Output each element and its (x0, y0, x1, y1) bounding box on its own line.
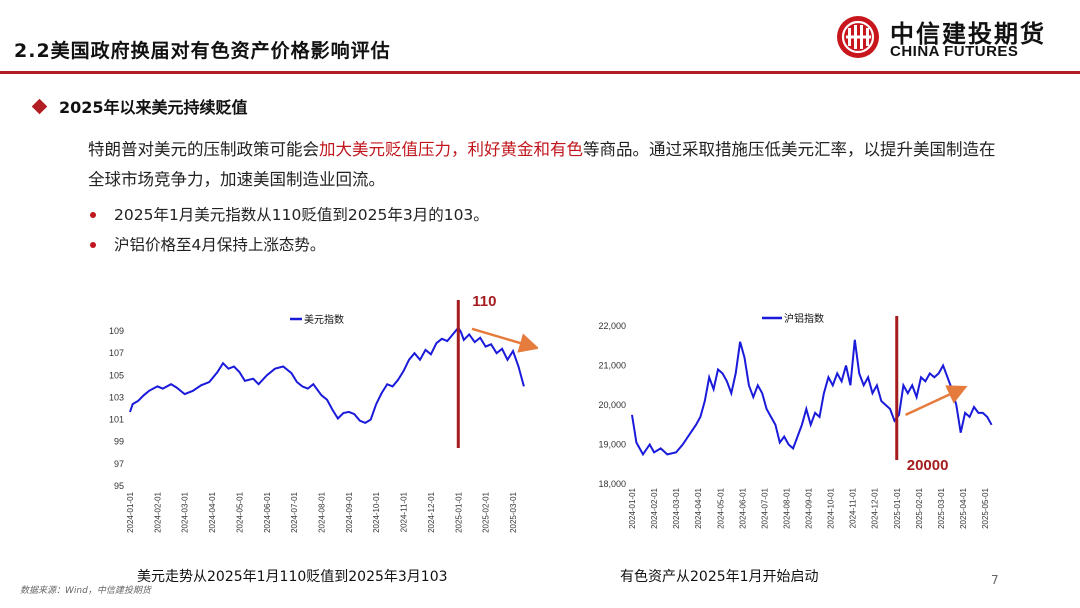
bullet-text: 沪铝价格至4月保持上涨态势。 (114, 230, 325, 260)
x-tick-label: 2025-01-01 (893, 487, 902, 528)
logo-name-en: CHINA FUTURES (890, 43, 1018, 60)
x-tick-label: 2024-03-01 (672, 487, 681, 528)
x-tick-label: 2024-09-01 (805, 487, 814, 528)
x-tick-label: 2024-12-01 (871, 487, 880, 528)
x-tick-label: 2024-08-01 (782, 487, 791, 528)
y-tick-label: 107 (109, 348, 124, 358)
x-tick-label: 2024-05-01 (235, 491, 244, 532)
x-tick-label: 2024-09-01 (345, 491, 354, 532)
x-tick-label: 2024-11-01 (400, 491, 409, 532)
intro-paragraph: 特朗普对美元的压制政策可能会加大美元贬值压力，利好黄金和有色等商品。通过采取措施… (88, 135, 998, 195)
diamond-bullet-icon (32, 98, 48, 114)
bullet-list: 2025年1月美元指数从110贬值到2025年3月的103。 沪铝价格至4月保持… (90, 200, 489, 260)
x-tick-label: 2024-07-01 (290, 491, 299, 532)
x-tick-label: 2024-01-01 (126, 491, 135, 532)
y-tick-label: 18,000 (598, 479, 626, 489)
page-number: 7 (991, 573, 999, 587)
chart-caption-right: 有色资产从2025年1月开始启动 (620, 566, 819, 586)
x-tick-label: 2024-06-01 (263, 491, 272, 532)
x-tick-label: 2025-04-01 (959, 487, 968, 528)
y-tick-label: 105 (109, 370, 124, 380)
x-tick-label: 2024-04-01 (694, 487, 703, 528)
y-tick-label: 19,000 (598, 440, 626, 450)
legend-label: 美元指数 (304, 313, 344, 326)
x-tick-label: 2024-02-01 (650, 487, 659, 528)
x-tick-label: 2025-01-01 (454, 491, 463, 532)
x-tick-label: 2025-02-01 (915, 487, 924, 528)
y-tick-label: 95 (114, 481, 124, 491)
x-tick-label: 2025-03-01 (937, 487, 946, 528)
x-tick-label: 2024-08-01 (318, 491, 327, 532)
x-tick-label: 2024-06-01 (738, 487, 747, 528)
x-tick-label: 2025-02-01 (482, 491, 491, 532)
para-text-1: 特朗普对美元的压制政策可能会 (88, 140, 319, 159)
series-line (130, 328, 524, 423)
y-tick-label: 99 (114, 437, 124, 447)
page-title: 2.2美国政府换届对有色资产价格影响评估 (14, 36, 391, 63)
x-tick-label: 2024-02-01 (153, 491, 162, 532)
list-item: 沪铝价格至4月保持上涨态势。 (90, 230, 489, 260)
list-item: 2025年1月美元指数从110贬值到2025年3月的103。 (90, 200, 489, 230)
header-divider (0, 71, 1080, 74)
x-tick-label: 2025-05-01 (981, 487, 990, 528)
x-tick-label: 2024-10-01 (827, 487, 836, 528)
aluminium-index-chart: 22,000 21,000 20,000 19,000 18,000 2024-01-0… (580, 300, 1000, 562)
legend-label: 沪铝指数 (784, 312, 824, 325)
annotation-label: 20000 (907, 457, 949, 474)
y-tick-label: 97 (114, 459, 124, 469)
annotation-label: 110 (472, 293, 496, 310)
x-tick-label: 2025-03-01 (509, 491, 518, 532)
data-source: 数据来源：Wind，中信建投期货 (20, 583, 151, 596)
series-line (632, 340, 992, 455)
x-tick-label: 2024-10-01 (372, 491, 381, 532)
trend-arrow (906, 389, 961, 415)
section-heading-text: 2025年以来美元持续贬值 (59, 94, 248, 118)
x-tick-label: 2024-07-01 (760, 487, 769, 528)
china-futures-logo-icon (835, 14, 881, 60)
section-heading: 2025年以来美元持续贬值 (34, 94, 248, 118)
x-tick-label: 2024-12-01 (427, 491, 436, 532)
y-tick-label: 103 (109, 392, 124, 402)
x-tick-label: 2024-04-01 (208, 491, 217, 532)
bullet-dot-icon (90, 242, 96, 248)
y-tick-label: 21,000 (598, 361, 626, 371)
y-tick-label: 22,000 (598, 321, 626, 331)
chart-caption-left: 美元走势从2025年1月110贬值到2025年3月103 (137, 566, 448, 586)
y-tick-label: 20,000 (598, 400, 626, 410)
bullet-text: 2025年1月美元指数从110贬值到2025年3月的103。 (114, 200, 489, 230)
y-tick-label: 109 (109, 326, 124, 336)
y-tick-label: 101 (109, 415, 124, 425)
para-highlight-1: 加大美元贬值压力 (319, 140, 451, 159)
company-logo: 中信建投期货 CHINA FUTURES (835, 12, 1075, 64)
usd-index-chart: 109 107 105 103 101 99 97 95 2024-01-01 2024-02-… (88, 286, 538, 556)
bullet-dot-icon (90, 212, 96, 218)
x-tick-label: 2024-01-01 (628, 487, 637, 528)
x-tick-label: 2024-11-01 (849, 487, 858, 528)
x-tick-label: 2024-05-01 (716, 487, 725, 528)
para-text-2: ， (451, 140, 468, 159)
para-highlight-2: 利好黄金和有色 (468, 140, 584, 159)
x-tick-label: 2024-03-01 (181, 491, 190, 532)
